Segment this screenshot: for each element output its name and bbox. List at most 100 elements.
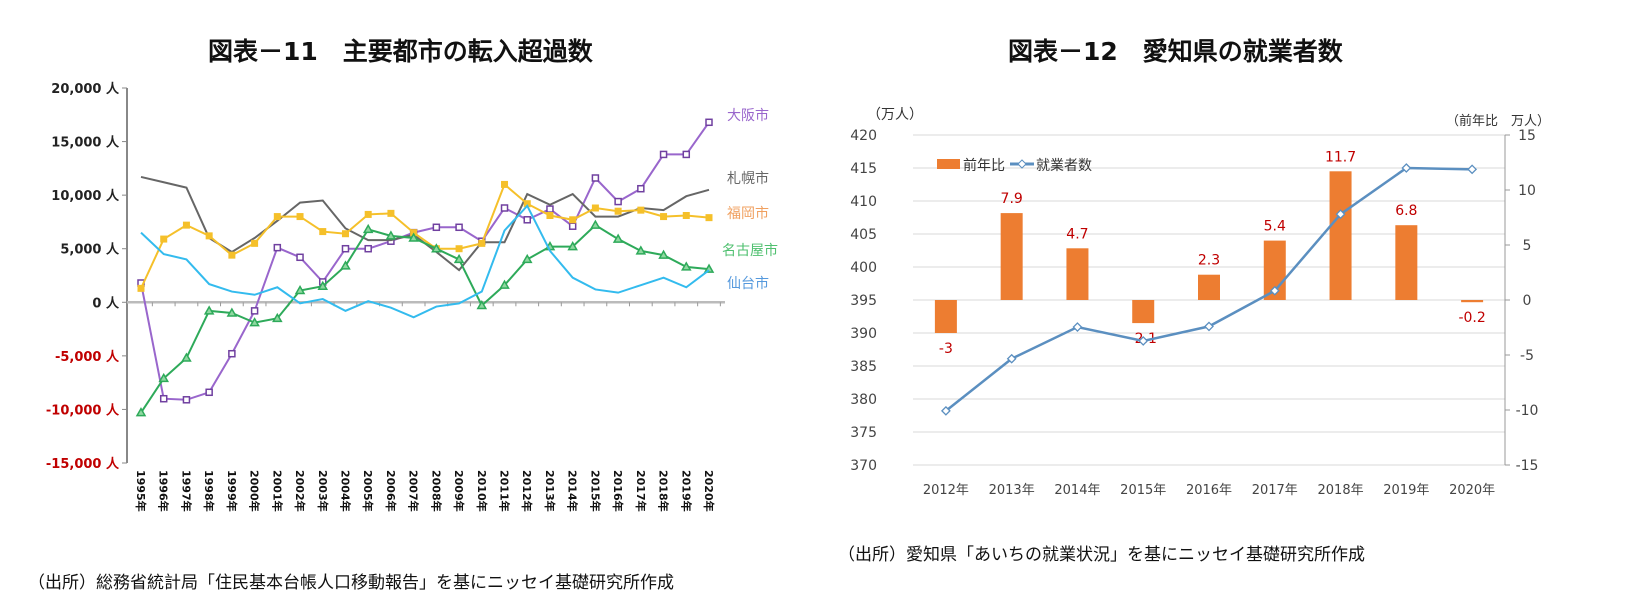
y-right-tick-label: -5 [1520, 348, 1534, 364]
y-right-tick-label: 5 [1523, 238, 1532, 254]
x-tick-label: 2017年 [1252, 483, 1298, 498]
data-point [660, 213, 668, 221]
data-point [273, 213, 281, 221]
x-tick-label: 2014年 [566, 470, 580, 512]
x-tick-label: 1999年 [225, 470, 239, 512]
data-point [521, 253, 533, 264]
x-tick-label: 2018年 [657, 470, 671, 512]
data-point [340, 260, 351, 270]
x-tick-label: 2020年 [1449, 483, 1495, 498]
data-point [362, 223, 374, 234]
x-tick-label: 2016年 [611, 470, 625, 512]
data-point [364, 210, 372, 218]
x-tick-label: 2005年 [361, 470, 375, 512]
series-line-福岡市 [140, 182, 710, 289]
data-point [385, 230, 397, 240]
data-point [703, 263, 715, 273]
data-point [228, 251, 236, 259]
y-left-tick-label: 390 [850, 326, 877, 342]
data-point [614, 197, 622, 206]
data-point [705, 118, 713, 127]
bar [1132, 300, 1155, 324]
data-point [1467, 164, 1478, 175]
legend-label: 就業者数 [1036, 158, 1092, 174]
data-point [341, 230, 349, 238]
legend-marker [1017, 159, 1027, 169]
data-point [591, 174, 600, 182]
y-tick-label: 5,000 人 [60, 242, 120, 258]
data-point [228, 349, 236, 358]
x-tick-label: 2007年 [407, 470, 421, 512]
legend-swatch-bar [937, 159, 960, 169]
y-left-tick-label: 410 [850, 194, 877, 210]
x-tick-label: 2019年 [1383, 483, 1429, 498]
data-point [612, 233, 624, 243]
data-point [182, 221, 190, 229]
y-tick-label: -5,000 人 [55, 349, 120, 365]
data-point [501, 180, 509, 188]
y-right-tick-label: 15 [1518, 128, 1536, 144]
y-left-tick-label: 380 [850, 392, 877, 408]
data-point [319, 228, 327, 236]
y-tick-label: 15,000 人 [51, 135, 120, 151]
series-label: 札幌市 [727, 170, 769, 187]
data-point [591, 204, 599, 212]
y-left-tick-label: 385 [850, 359, 877, 375]
data-point [476, 299, 488, 310]
bar [1461, 300, 1484, 303]
data-point [499, 279, 510, 289]
data-point [940, 405, 951, 416]
x-tick-label: 2002年 [293, 470, 307, 512]
chart1-title: 図表－11 主要都市の転入超過数 [208, 37, 593, 66]
y-tick-label: 10,000 人 [51, 188, 120, 204]
data-point [637, 184, 645, 193]
data-point [680, 261, 692, 271]
series-label: 大阪市 [727, 107, 769, 124]
data-point [317, 280, 329, 290]
series-label: 福岡市 [727, 205, 769, 222]
data-point [159, 394, 168, 403]
chart1-migration-line-chart: 20,000 人 15,000 人 10,000 人 5,000 人 0 人 -5,000… [46, 81, 778, 512]
x-tick-label: 2009年 [452, 470, 466, 512]
y-tick-label: 0 人 [92, 295, 120, 311]
data-point [251, 239, 259, 247]
data-point [1072, 322, 1083, 332]
x-tick-label: 2003年 [316, 470, 330, 512]
data-point [364, 244, 372, 253]
series-label: 仙台市 [727, 275, 769, 292]
x-tick-label: 2016年 [1186, 483, 1232, 498]
data-point [523, 200, 531, 208]
data-point [387, 209, 395, 217]
series-line-仙台市 [140, 204, 710, 319]
legend-label: 前年比 [963, 157, 1005, 174]
x-tick-label: 2000年 [248, 470, 262, 512]
y-tick-label: 20,000 人 [51, 81, 120, 97]
x-tick-label: 2013年 [543, 470, 557, 512]
y-right-unit: （前年比 万人） [1446, 113, 1550, 129]
y-right-tick-label: 0 [1523, 293, 1532, 309]
x-tick-label: 2015年 [588, 470, 602, 512]
x-tick-label: 2013年 [989, 483, 1035, 498]
y-left-tick-label: 400 [850, 260, 877, 276]
x-tick-label: 2011年 [498, 470, 512, 512]
data-point [341, 244, 350, 253]
x-tick-label: 2017年 [634, 470, 648, 512]
bar-data-label: -3 [939, 341, 953, 357]
data-point [160, 235, 168, 243]
x-tick-label: 2010年 [475, 470, 489, 512]
bar [934, 300, 957, 333]
data-point [181, 352, 192, 362]
y-left-tick-label: 420 [850, 128, 877, 144]
chart1-source: （出所）総務省統計局「住民基本台帳人口移動報告」を基にニッセイ基礎研究所作成 [28, 573, 674, 593]
chart2-source: （出所）愛知県「あいちの就業状況」を基にニッセイ基礎研究所作成 [838, 545, 1365, 565]
y-tick-label: -15,000 人 [46, 456, 120, 472]
data-point [455, 245, 463, 253]
data-point [250, 307, 259, 315]
data-point [294, 284, 306, 295]
bar [1395, 225, 1418, 300]
data-point [478, 239, 486, 247]
chart2-title: 図表－12 愛知県の就業者数 [1008, 37, 1343, 66]
x-tick-label: 2012年 [520, 470, 534, 512]
chart2-employment-bar-line-chart: 420 415 410 405 400 395 390 385 380 375 370 15 10 5 0 -… [850, 107, 1550, 498]
bar-data-label: 2.3 [1198, 253, 1220, 269]
